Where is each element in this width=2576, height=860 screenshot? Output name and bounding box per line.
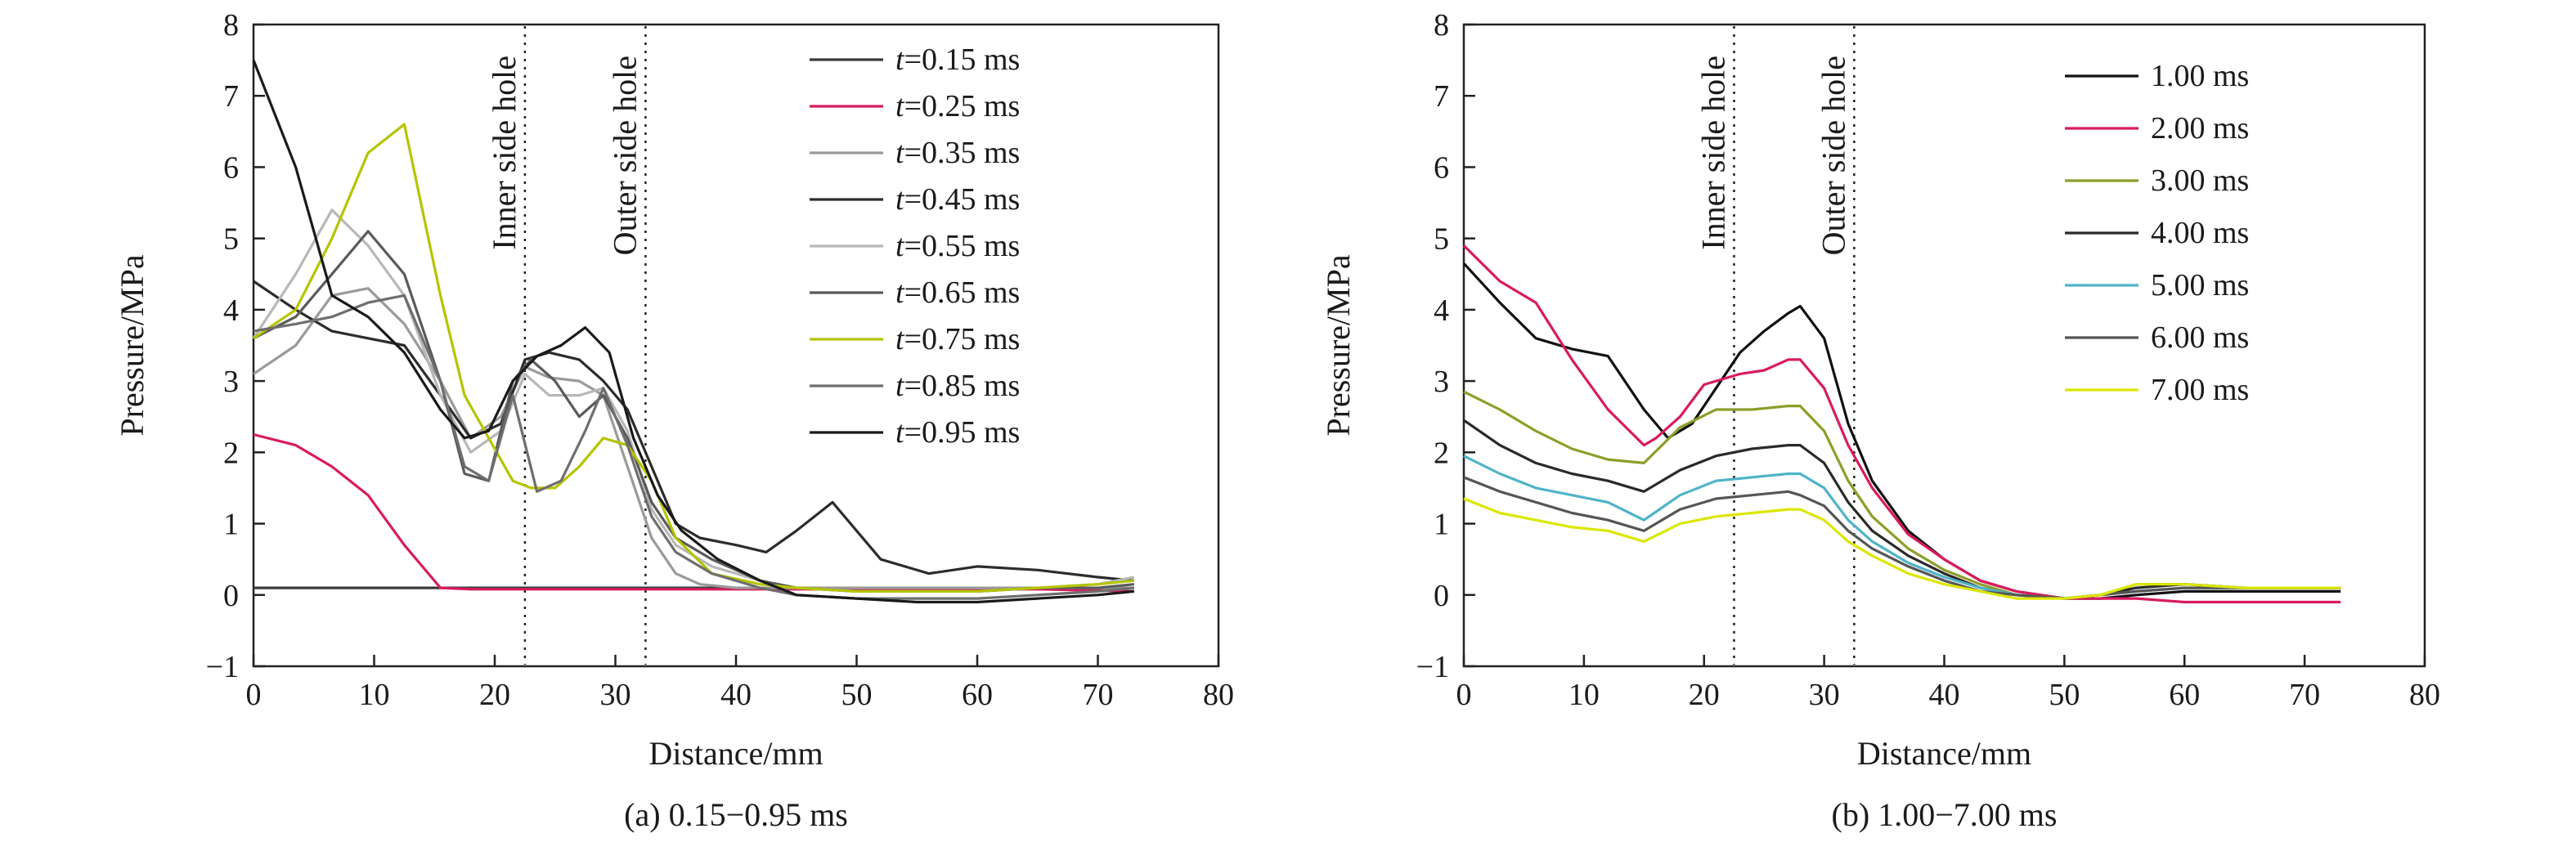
y-axis-label: Pressure/MPa: [1320, 254, 1357, 436]
y-tick-label: 1: [223, 508, 239, 542]
series-line-5: [1463, 476, 2341, 600]
legend-entry: t=0.75 ms: [895, 322, 1020, 356]
legend-entry: t=0.55 ms: [895, 229, 1020, 263]
series-line-3: [253, 280, 1134, 582]
y-tick-label: −1: [1416, 650, 1449, 684]
legend-entry: t=0.65 ms: [895, 275, 1020, 310]
y-tick-label: 1: [1434, 508, 1449, 542]
x-axis-label: Distance/mm: [648, 735, 823, 772]
legend-entry: t=0.15 ms: [895, 43, 1020, 77]
series-line-3: [1463, 419, 2341, 600]
y-tick-label: 6: [223, 150, 239, 185]
panel-a: 0 10 20 30 40 50 60 70 80−1012345678Distance/mmP…: [114, 8, 1234, 833]
y-tick-label: 4: [1434, 293, 1449, 328]
legend-entry: 7.00 ms: [2151, 373, 2249, 407]
y-tick-label: 2: [1434, 436, 1449, 470]
x-tick-label: 30: [1809, 678, 1840, 712]
legend-entry: 2.00 ms: [2151, 111, 2249, 146]
legend-entry: t=0.85 ms: [895, 369, 1020, 403]
hole-annotation-label: Outer side hole: [606, 56, 643, 255]
x-tick-label: 80: [1203, 678, 1234, 712]
series-line-6: [1463, 497, 2341, 600]
y-tick-label: −1: [206, 650, 239, 684]
y-axis-label: Pressure/MPa: [114, 254, 150, 436]
legend-entry: t=0.25 ms: [895, 89, 1020, 123]
x-tick-label: 20: [1689, 678, 1720, 712]
legend-entry: t=0.35 ms: [895, 136, 1020, 170]
hole-annotation-label: Inner side hole: [1694, 56, 1731, 250]
y-tick-label: 6: [1434, 150, 1449, 185]
y-tick-label: 5: [1434, 222, 1449, 257]
y-tick-label: 4: [223, 293, 239, 328]
x-tick-label: 40: [720, 678, 752, 712]
y-tick-label: 5: [223, 222, 239, 257]
x-tick-label: 70: [1083, 678, 1114, 712]
x-tick-label: 60: [962, 678, 993, 712]
x-tick-label: 50: [2049, 678, 2080, 712]
legend-entry: t=0.95 ms: [895, 415, 1020, 450]
x-tick-label: 40: [1929, 678, 1960, 712]
series-line-6: [253, 123, 1134, 593]
x-tick-label: 50: [841, 678, 873, 712]
panel-b: 0 10 20 30 40 50 60 70 80−1012345678Distance/mmP…: [1320, 8, 2440, 833]
y-tick-label: 0: [223, 579, 239, 613]
x-tick-label: 0: [246, 678, 262, 712]
y-tick-label: 2: [223, 436, 239, 470]
x-tick-label: 60: [2169, 678, 2200, 712]
series-line-8: [252, 60, 1134, 604]
legend-entry: 3.00 ms: [2151, 163, 2249, 198]
y-tick-label: 3: [223, 365, 239, 399]
series-line-1: [1462, 244, 2341, 604]
x-tick-label: 70: [2289, 678, 2320, 712]
legend-entry: 6.00 ms: [2151, 320, 2249, 355]
y-tick-label: 0: [1434, 579, 1449, 613]
panel-caption: (a) 0.15−0.95 ms: [624, 796, 848, 833]
x-tick-label: 20: [479, 678, 510, 712]
series-line-0: [1462, 262, 2341, 600]
y-tick-label: 8: [1434, 8, 1449, 43]
series-line-7: [253, 293, 1134, 600]
y-tick-label: 7: [223, 79, 239, 114]
legend-entry: t=0.45 ms: [895, 182, 1020, 217]
x-tick-label: 80: [2409, 678, 2440, 712]
x-tick-label: 10: [359, 678, 390, 712]
legend-entry: 1.00 ms: [2151, 59, 2249, 93]
y-tick-label: 7: [1434, 79, 1449, 114]
hole-annotation-label: Outer side hole: [1815, 56, 1851, 255]
x-tick-label: 10: [1568, 678, 1600, 712]
panel-caption: (b) 1.00−7.00 ms: [1832, 796, 2058, 833]
x-axis-label: Distance/mm: [1857, 735, 2031, 772]
y-tick-label: 8: [223, 8, 239, 43]
series-line-2: [1463, 390, 2341, 600]
hole-annotation-label: Inner side hole: [486, 56, 523, 250]
legend-entry: 5.00 ms: [2151, 268, 2249, 302]
x-tick-label: 30: [600, 678, 631, 712]
legend-entry: 4.00 ms: [2151, 216, 2249, 250]
x-tick-label: 0: [1456, 678, 1472, 712]
y-tick-label: 3: [1434, 365, 1449, 399]
series-line-1: [253, 432, 1134, 593]
